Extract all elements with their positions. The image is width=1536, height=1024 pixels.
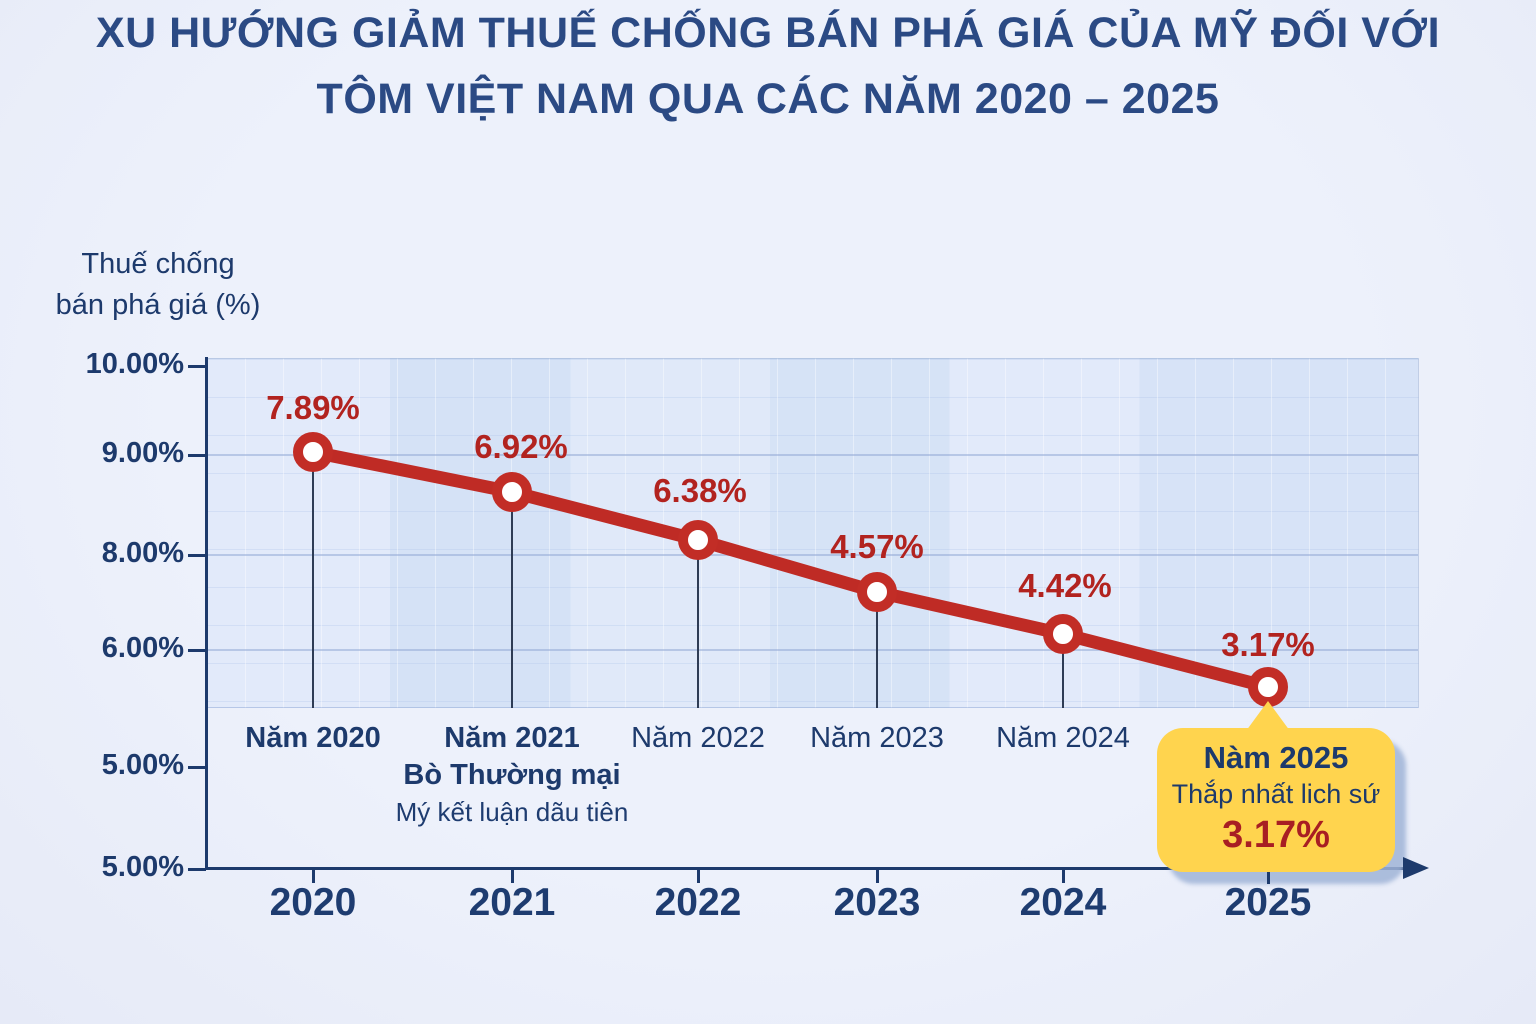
x-tick (697, 869, 700, 883)
chart-title-line1: XU HƯỚNG GIẢM THUẾ CHỐNG BÁN PHÁ GIÁ CỦA… (95, 9, 1441, 57)
y-axis-unit-line1: Thuế chống (81, 248, 235, 280)
x-tick-label-2020: 2020 (269, 881, 357, 924)
chart-title: XU HƯỚNG GIẢM THUẾ CHỐNG BÁN PHÁ GIÁ CỦA… (0, 0, 1536, 132)
y-tick (188, 454, 206, 457)
value-label-2024: 4.42% (1018, 567, 1112, 604)
x-tick (1267, 872, 1270, 884)
y-tick (188, 554, 206, 557)
y-axis-unit-line2: bán phá giá (%) (55, 289, 261, 321)
y-axis-unit-label: Thuế chống bán phá giá (%) (28, 244, 288, 326)
y-axis-line (205, 357, 208, 870)
y-tick (188, 766, 206, 769)
point-label-nam-2020: Năm 2020 (245, 722, 381, 754)
y-tick (188, 365, 206, 368)
value-label-2025: 3.17% (1221, 626, 1315, 663)
y-tick-label: 5.00% (101, 749, 184, 781)
note-2021-line1: Bò Thường mại (403, 759, 621, 791)
value-label-2020: 7.89% (266, 389, 360, 426)
value-label-2023: 4.57% (830, 528, 924, 565)
value-label-2022: 6.38% (653, 472, 747, 509)
x-tick (876, 869, 879, 883)
x-tick (1062, 869, 1065, 883)
x-tick (511, 869, 514, 883)
y-tick (188, 868, 206, 871)
x-tick-label-2024: 2024 (1019, 881, 1107, 924)
x-tick-label-2023: 2023 (833, 881, 921, 924)
callout-2025-value: 3.17% (1222, 814, 1330, 856)
y-tick (188, 649, 206, 652)
point-label-nam-2023: Năm 2023 (810, 722, 944, 754)
point-label-nam-2022: Năm 2022 (631, 722, 765, 754)
x-tick-label-2021: 2021 (468, 881, 556, 924)
value-label-2021: 6.92% (474, 428, 568, 465)
note-2021-line2: Mý kết luận dãu tiên (395, 797, 629, 827)
x-tick-label-2025: 2025 (1224, 881, 1312, 924)
x-tick-label-2022: 2022 (654, 881, 742, 924)
y-tick-label: 9.00% (101, 437, 184, 469)
callout-2025-box (1157, 728, 1395, 872)
callout-pointer-icon (1246, 701, 1290, 731)
point-label-nam-2024: Năm 2024 (996, 722, 1130, 754)
y-tick-label: 8.00% (101, 537, 184, 569)
x-axis-arrow-icon (1403, 857, 1429, 879)
x-axis-line (207, 867, 1407, 870)
y-tick-label: 6.00% (101, 632, 184, 664)
y-tick-label: 5.00% (101, 851, 184, 883)
point-label-nam-2021: Năm 2021 (444, 722, 580, 754)
callout-2025-subtitle: Thắp nhất lich sứ (1171, 779, 1381, 809)
gridline-9pct (208, 454, 1418, 456)
callout-2025-title: Nàm 2025 (1203, 740, 1349, 775)
x-tick (312, 869, 315, 883)
y-tick-label: 10.00% (85, 348, 184, 380)
chart-title-line2: TÔM VIỆT NAM QUA CÁC NĂM 2020 – 2025 (316, 75, 1220, 123)
